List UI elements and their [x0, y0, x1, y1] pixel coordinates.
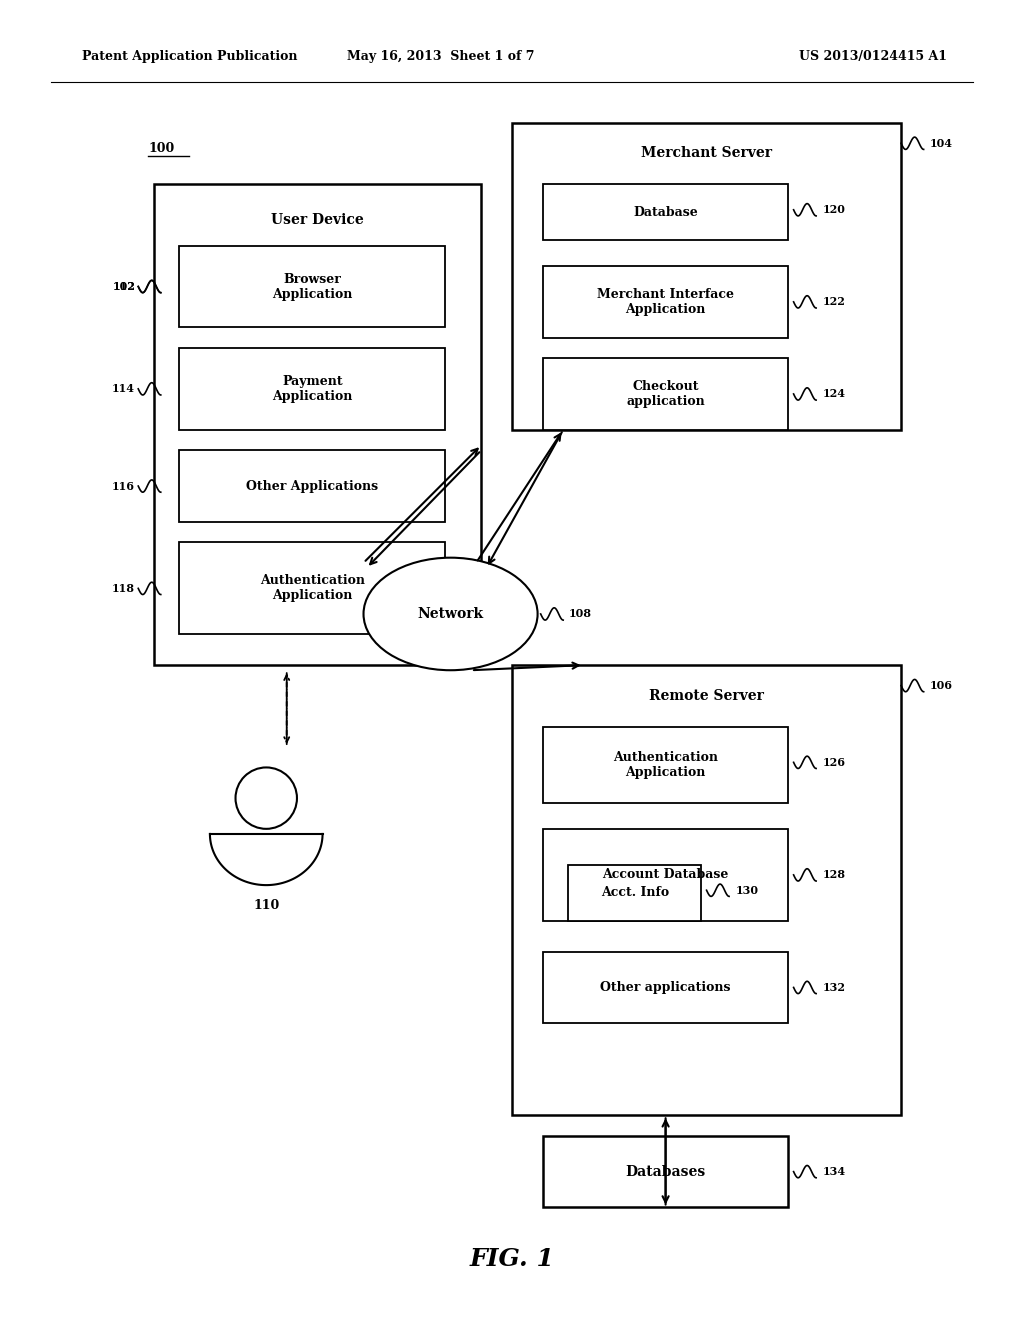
Bar — [543, 726, 788, 804]
Text: Remote Server: Remote Server — [649, 689, 764, 702]
Text: Checkout
application: Checkout application — [627, 380, 705, 408]
Text: Payment
Application: Payment Application — [272, 375, 352, 403]
Text: 132: 132 — [822, 982, 845, 993]
Text: Authentication
Application: Authentication Application — [260, 574, 365, 602]
Text: 134: 134 — [822, 1166, 846, 1177]
Text: 106: 106 — [930, 680, 952, 692]
Bar — [512, 123, 901, 430]
Text: 114: 114 — [113, 383, 135, 395]
Bar — [179, 246, 445, 327]
Circle shape — [236, 767, 297, 829]
Text: 108: 108 — [568, 609, 591, 619]
Text: 104: 104 — [930, 137, 952, 149]
Bar — [543, 952, 788, 1023]
Text: Other applications: Other applications — [600, 981, 731, 994]
Bar — [543, 185, 788, 240]
Text: 102: 102 — [113, 281, 135, 292]
Text: Acct. Info: Acct. Info — [601, 886, 669, 899]
Bar — [179, 543, 445, 635]
Text: Merchant Interface
Application: Merchant Interface Application — [597, 288, 734, 315]
Text: 122: 122 — [822, 297, 845, 308]
Bar — [543, 358, 788, 430]
Bar — [568, 865, 701, 921]
Text: 130: 130 — [735, 884, 758, 896]
Bar — [179, 348, 445, 430]
Bar — [543, 1135, 788, 1208]
Text: Merchant Server: Merchant Server — [641, 147, 772, 161]
Ellipse shape — [364, 557, 538, 671]
Bar — [543, 829, 788, 921]
Text: Patent Application Publication: Patent Application Publication — [82, 50, 297, 63]
Text: US 2013/0124415 A1: US 2013/0124415 A1 — [799, 50, 947, 63]
Polygon shape — [210, 834, 323, 886]
Bar — [154, 185, 481, 665]
Text: 118: 118 — [113, 583, 135, 594]
Text: Account Database: Account Database — [602, 869, 729, 882]
Text: Other Applications: Other Applications — [246, 479, 379, 492]
Text: 124: 124 — [822, 388, 845, 400]
Text: User Device: User Device — [271, 213, 364, 227]
Text: 128: 128 — [822, 870, 845, 880]
Text: Databases: Databases — [626, 1164, 706, 1179]
Text: 126: 126 — [822, 756, 845, 768]
Text: 116: 116 — [113, 480, 135, 491]
Text: Network: Network — [418, 607, 483, 620]
Text: 100: 100 — [148, 141, 175, 154]
Text: FIG. 1: FIG. 1 — [470, 1246, 554, 1271]
Text: 120: 120 — [822, 205, 845, 215]
Text: 112: 112 — [113, 281, 135, 292]
Bar — [179, 450, 445, 521]
Text: May 16, 2013  Sheet 1 of 7: May 16, 2013 Sheet 1 of 7 — [346, 50, 535, 63]
Text: 110: 110 — [253, 899, 280, 912]
Text: Database: Database — [633, 206, 698, 219]
Text: Authentication
Application: Authentication Application — [613, 751, 718, 779]
Bar — [512, 665, 901, 1115]
Text: Browser
Application: Browser Application — [272, 272, 352, 301]
Bar — [543, 267, 788, 338]
